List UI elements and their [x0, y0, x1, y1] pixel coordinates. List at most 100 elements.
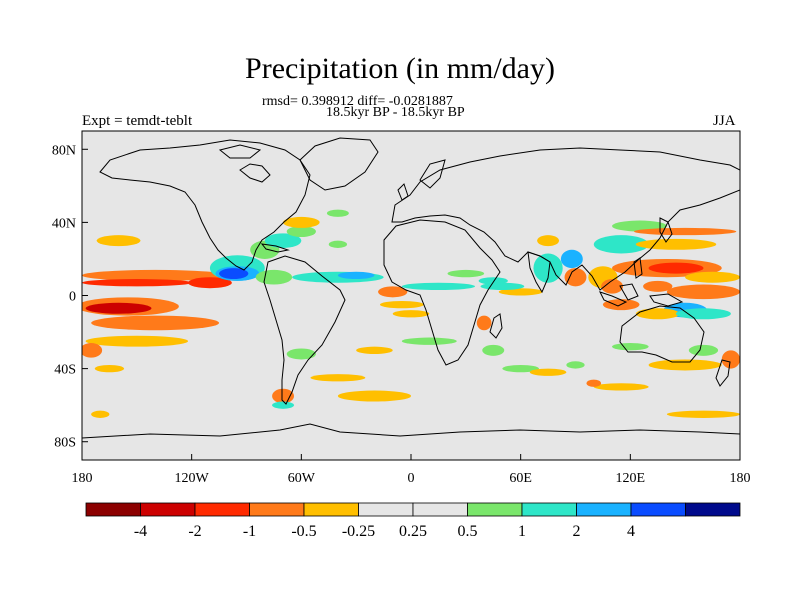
colorbar-swatch — [140, 502, 196, 517]
colorbar-label: 2 — [573, 523, 581, 540]
anomaly-region — [337, 271, 375, 280]
anomaly-region — [356, 346, 393, 354]
anomaly-region — [560, 249, 583, 269]
lon-tick-label: 120W — [175, 471, 210, 486]
anomaly-region — [564, 268, 587, 287]
anomaly-region — [533, 253, 563, 283]
coast-caribbean — [260, 243, 290, 253]
colorbar-swatch — [685, 502, 741, 517]
anomaly-region — [310, 374, 366, 382]
anomaly-region — [401, 337, 457, 345]
anomaly-region — [648, 359, 722, 371]
anomaly-region — [601, 279, 624, 294]
anomaly-region — [498, 288, 543, 296]
coast-scandinavia — [419, 159, 446, 189]
anomaly-region — [612, 343, 649, 351]
anomaly-region — [478, 277, 508, 285]
colorbar-label: 0.5 — [458, 523, 478, 540]
anomaly-region — [82, 279, 192, 287]
coast-japan — [659, 217, 673, 243]
coast-indonesia-1 — [599, 291, 628, 307]
anomaly-region — [82, 269, 229, 281]
anomaly-region — [326, 209, 349, 217]
anomaly-region — [537, 235, 560, 247]
coast-philippines — [633, 257, 643, 279]
lat-tick-label: 80S — [54, 436, 76, 451]
coast-greenland — [299, 137, 379, 191]
anomaly-region — [378, 286, 408, 298]
coast-arctic-islands — [218, 144, 262, 159]
colorbar-swatch — [194, 502, 250, 517]
anomaly-region — [82, 343, 103, 358]
colorbar-label: -4 — [134, 523, 147, 540]
anomaly-region — [392, 310, 430, 318]
colorbar-swatch — [85, 502, 141, 517]
anomaly-region — [286, 348, 316, 360]
lon-tick-label: 120E — [616, 471, 646, 486]
colorbar-label: -2 — [188, 523, 201, 540]
colorbar-swatch — [249, 502, 305, 517]
anomaly-region — [94, 364, 125, 373]
anomaly-region — [219, 268, 249, 280]
coast-south-america — [263, 255, 346, 405]
anomaly-region — [688, 344, 719, 356]
anomaly-region — [264, 233, 302, 248]
coast-indonesia-2 — [619, 283, 639, 301]
colorbar-label: -0.5 — [291, 523, 316, 540]
anomaly-region — [85, 335, 189, 347]
season-label: JJA — [713, 113, 736, 129]
colorbar-swatch — [358, 502, 414, 517]
coast-antarctica — [82, 423, 740, 439]
anomaly-region — [635, 308, 680, 320]
anomaly-region — [255, 269, 293, 285]
anomaly-region — [586, 379, 602, 387]
coast-eurasia — [391, 147, 740, 291]
map-axes: 80N 40N 0 40S 80S 180 120W 60W 0 60E 120E 180 — [52, 143, 751, 486]
coast-british-isles — [397, 183, 409, 201]
anomaly-region — [476, 315, 492, 331]
anomaly-region — [379, 300, 424, 309]
coast-madagascar — [489, 313, 503, 339]
coast-north-america — [99, 139, 311, 271]
anomaly-region — [566, 361, 585, 369]
anomaly-region — [447, 269, 485, 278]
anomaly-region — [328, 240, 348, 248]
lat-tick-label: 40N — [52, 216, 76, 231]
lat-tick-label: 40S — [54, 363, 76, 378]
anomaly-region — [676, 308, 731, 320]
lon-tick-label: 60E — [509, 471, 532, 486]
anomaly-region — [666, 410, 740, 418]
coast-india — [527, 251, 551, 294]
anomaly-region — [96, 235, 141, 247]
lat-tick-label: 80N — [52, 143, 76, 158]
period-label: 18.5kyr BP - 18.5kyr BP — [326, 105, 465, 120]
anomaly-region — [286, 226, 316, 238]
colorbar-label: 0.25 — [399, 523, 427, 540]
anomaly-region — [529, 368, 567, 376]
anomaly-region — [593, 383, 649, 391]
coast-australia — [619, 305, 705, 363]
colorbar-label: 1 — [518, 523, 526, 540]
lon-tick-label: 60W — [288, 471, 316, 486]
colorbar-label: -1 — [243, 523, 256, 540]
experiment-label: Expt = temdt-teblt — [82, 113, 193, 129]
colorbar-swatch — [521, 502, 577, 517]
anomaly-region — [635, 238, 717, 250]
anomaly-region — [283, 216, 320, 228]
anomaly-region — [666, 284, 740, 300]
colorbar-swatch — [630, 502, 686, 517]
anomaly-region — [643, 280, 673, 292]
anomaly-region — [685, 271, 740, 283]
map-background — [82, 131, 740, 460]
lon-tick-label: 0 — [408, 471, 415, 486]
anomaly-region — [482, 344, 505, 356]
anomaly-region — [633, 227, 737, 236]
anomaly-region — [401, 282, 475, 291]
anomaly-region — [85, 302, 152, 314]
colorbar-swatch — [467, 502, 523, 517]
coast-new-zealand — [715, 359, 731, 387]
coastlines — [82, 137, 740, 439]
anomaly-region — [337, 390, 412, 402]
colorbar-label: 4 — [627, 523, 635, 540]
